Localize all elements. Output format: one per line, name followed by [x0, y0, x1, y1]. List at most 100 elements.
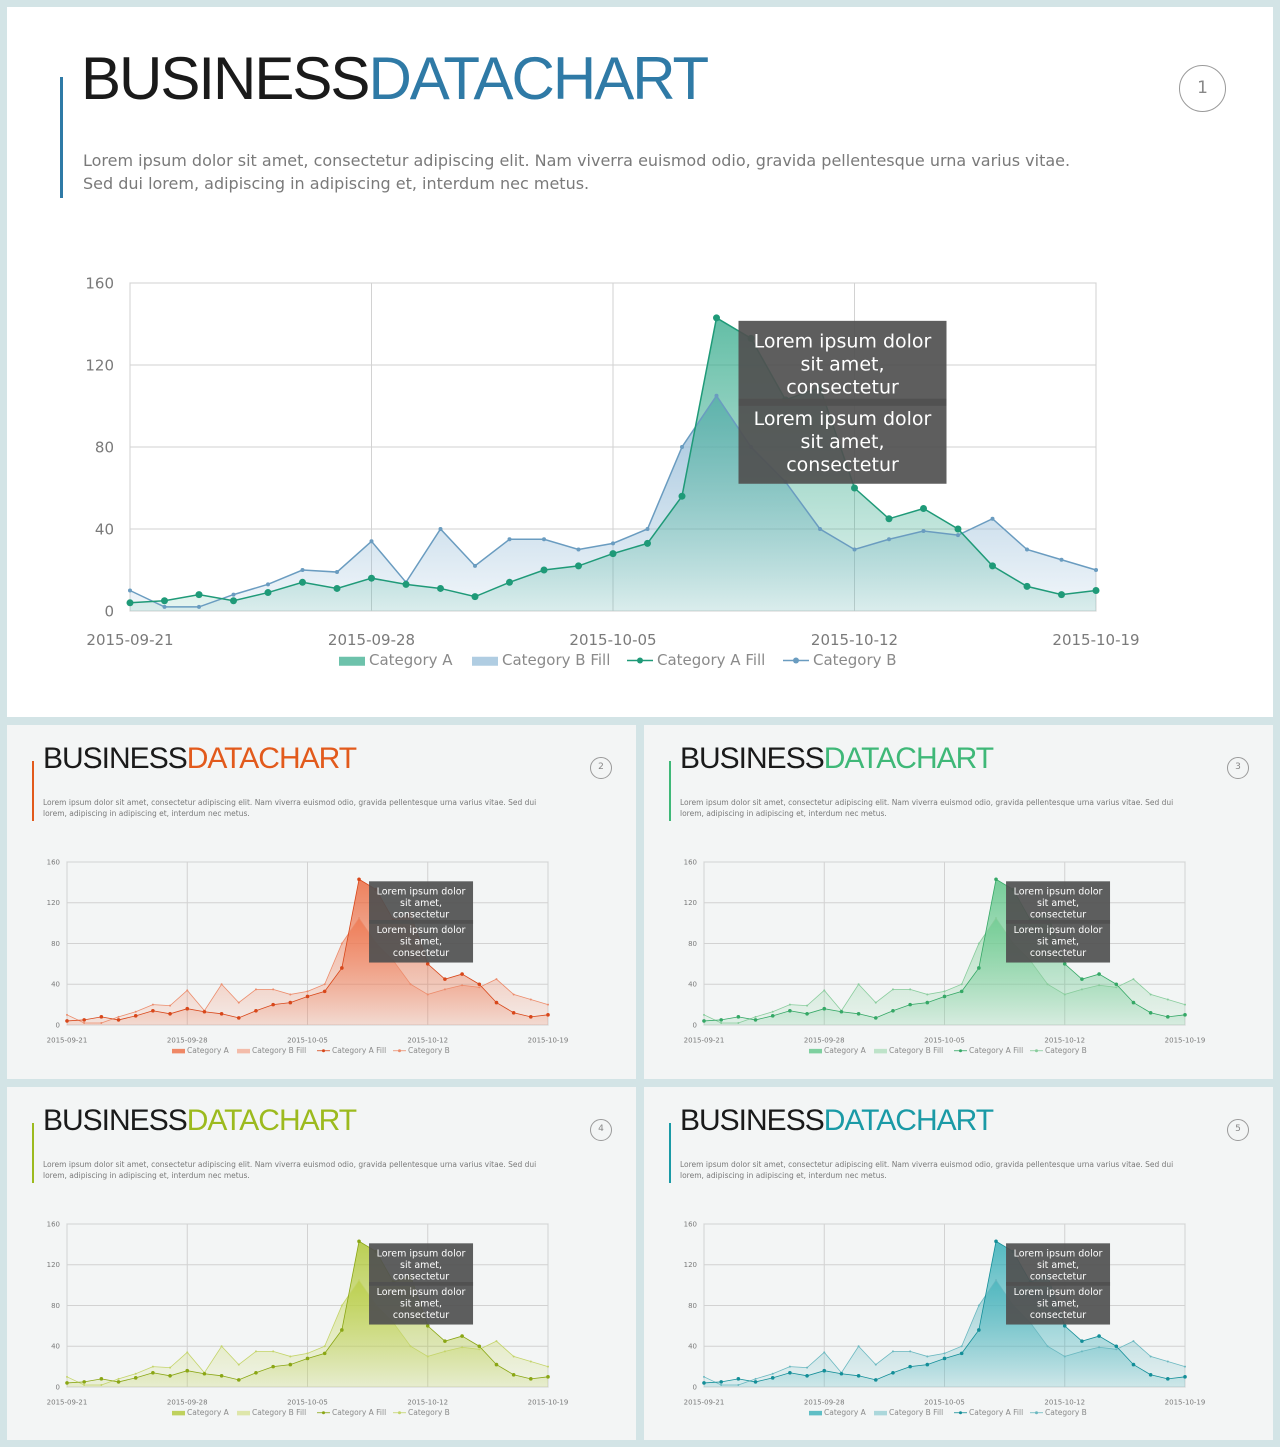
category-b-point [990, 516, 995, 521]
legend-swatch [237, 1048, 250, 1054]
category-b-point [358, 917, 361, 920]
category-a-point [851, 484, 858, 492]
category-b-point [512, 993, 515, 996]
tooltip-box [369, 920, 474, 963]
category-a-point [994, 877, 998, 882]
category-a-point [977, 1328, 981, 1332]
category-a-point [437, 584, 444, 592]
category-a-point [1092, 587, 1100, 594]
legend-item: Category B [1030, 1408, 1087, 1417]
y-tick-label: 160 [684, 858, 697, 866]
legend-item: Category A [809, 1408, 867, 1417]
category-a-point [770, 1376, 775, 1380]
tooltip-text: Lorem ipsum dolor [377, 1249, 466, 1260]
category-b-point [576, 547, 581, 552]
category-b-point [289, 993, 292, 996]
category-b-point [220, 1345, 223, 1348]
category-b-point [818, 527, 822, 531]
category-a-point [443, 1339, 447, 1343]
category-a-point [471, 593, 479, 601]
category-a-point [425, 1324, 430, 1328]
y-tick-label: 40 [51, 981, 60, 989]
category-a-point [322, 989, 327, 994]
title-part-1: BUSINESS [43, 1104, 188, 1137]
area-chart: 0 40 80 120 160 2015-09-21 2015-09-28 2015-10-0… [47, 858, 569, 1055]
legend-marker [959, 1049, 962, 1053]
area-chart: 0 40 80 120 160 2015-09-21 2015-09-28 2015-10-0… [85, 274, 1139, 669]
slide-description: Lorem ipsum dolor sit amet, consectetur … [680, 798, 1174, 818]
category-a-point [236, 1378, 241, 1382]
category-b-point [186, 989, 189, 992]
category-b-point [1149, 1355, 1152, 1358]
category-b-point [956, 533, 960, 538]
category-b-point [720, 1021, 723, 1024]
category-b-point [340, 1304, 343, 1307]
tooltip-text: consectetur [393, 910, 449, 921]
category-a-point [116, 1018, 121, 1022]
legend-swatch [809, 1410, 822, 1416]
category-b-point [645, 527, 650, 531]
category-a-point [195, 591, 203, 599]
category-a-point [1166, 1377, 1170, 1381]
tooltip-text: Lorem ipsum dolor [1014, 1287, 1103, 1298]
category-b-point [461, 984, 464, 987]
y-tick-label: 80 [51, 1302, 60, 1310]
title-part-1: BUSINESS [81, 45, 370, 112]
page-number: 2 [590, 757, 612, 779]
category-b-point [426, 1355, 429, 1358]
x-tick-label: 2015-10-05 [287, 1037, 328, 1045]
slide-title: BUSINESSDATACHART [43, 740, 357, 778]
category-a-point [511, 1372, 516, 1377]
tooltip-box [369, 1282, 474, 1325]
legend-marker [959, 1411, 962, 1415]
category-a-point [822, 1006, 827, 1011]
category-a-point [65, 1019, 69, 1023]
y-tick-label: 80 [95, 438, 114, 456]
category-a-point [477, 1344, 482, 1349]
legend-item: Category A Fill [954, 1046, 1023, 1055]
legend-marker [793, 657, 799, 664]
title-part-2: DATACHART [368, 45, 709, 112]
category-a-point [1062, 962, 1067, 966]
title-part-1: BUSINESS [680, 1104, 825, 1137]
category-a-point [575, 562, 582, 570]
category-b-point [237, 1001, 240, 1004]
category-b-point [254, 988, 257, 991]
category-a-point [1058, 591, 1065, 599]
category-b-point [754, 1377, 757, 1380]
category-a-point [856, 1373, 861, 1378]
category-a-point [494, 1000, 499, 1005]
category-a-point [460, 972, 464, 976]
category-a-point [678, 492, 686, 500]
tooltip-text: consectetur [393, 1310, 449, 1321]
legend-item: Category A Fill [317, 1408, 386, 1417]
category-b-point [1080, 988, 1083, 991]
x-tick-label: 2015-10-05 [924, 1399, 965, 1407]
category-b-point [788, 1003, 791, 1006]
category-b-point [197, 604, 201, 609]
category-a-point [494, 1362, 499, 1367]
legend-item: Category B [393, 1408, 450, 1417]
legend-item: Category B [393, 1046, 450, 1055]
legend-label: Category A [824, 1046, 867, 1055]
y-tick-label: 160 [684, 1220, 697, 1228]
category-b-point [529, 998, 532, 1001]
page-number: 4 [590, 1119, 612, 1141]
y-tick-label: 120 [684, 899, 697, 907]
category-b-point [703, 1375, 705, 1378]
category-a-point [99, 1377, 104, 1381]
category-a-point [82, 1380, 86, 1384]
legend-label: Category A [187, 1408, 230, 1417]
x-tick-label: 2015-09-21 [47, 1037, 88, 1045]
tooltip-box [738, 398, 947, 484]
legend-marker [322, 1411, 325, 1415]
legend-marker [1035, 1049, 1038, 1053]
category-b-point [995, 1279, 998, 1282]
category-a-point [753, 1018, 758, 1022]
category-b-point [272, 988, 275, 991]
category-a-point [133, 1014, 138, 1018]
tooltip-text: Lorem ipsum dolor [377, 925, 466, 936]
category-a-point [1097, 1334, 1101, 1338]
